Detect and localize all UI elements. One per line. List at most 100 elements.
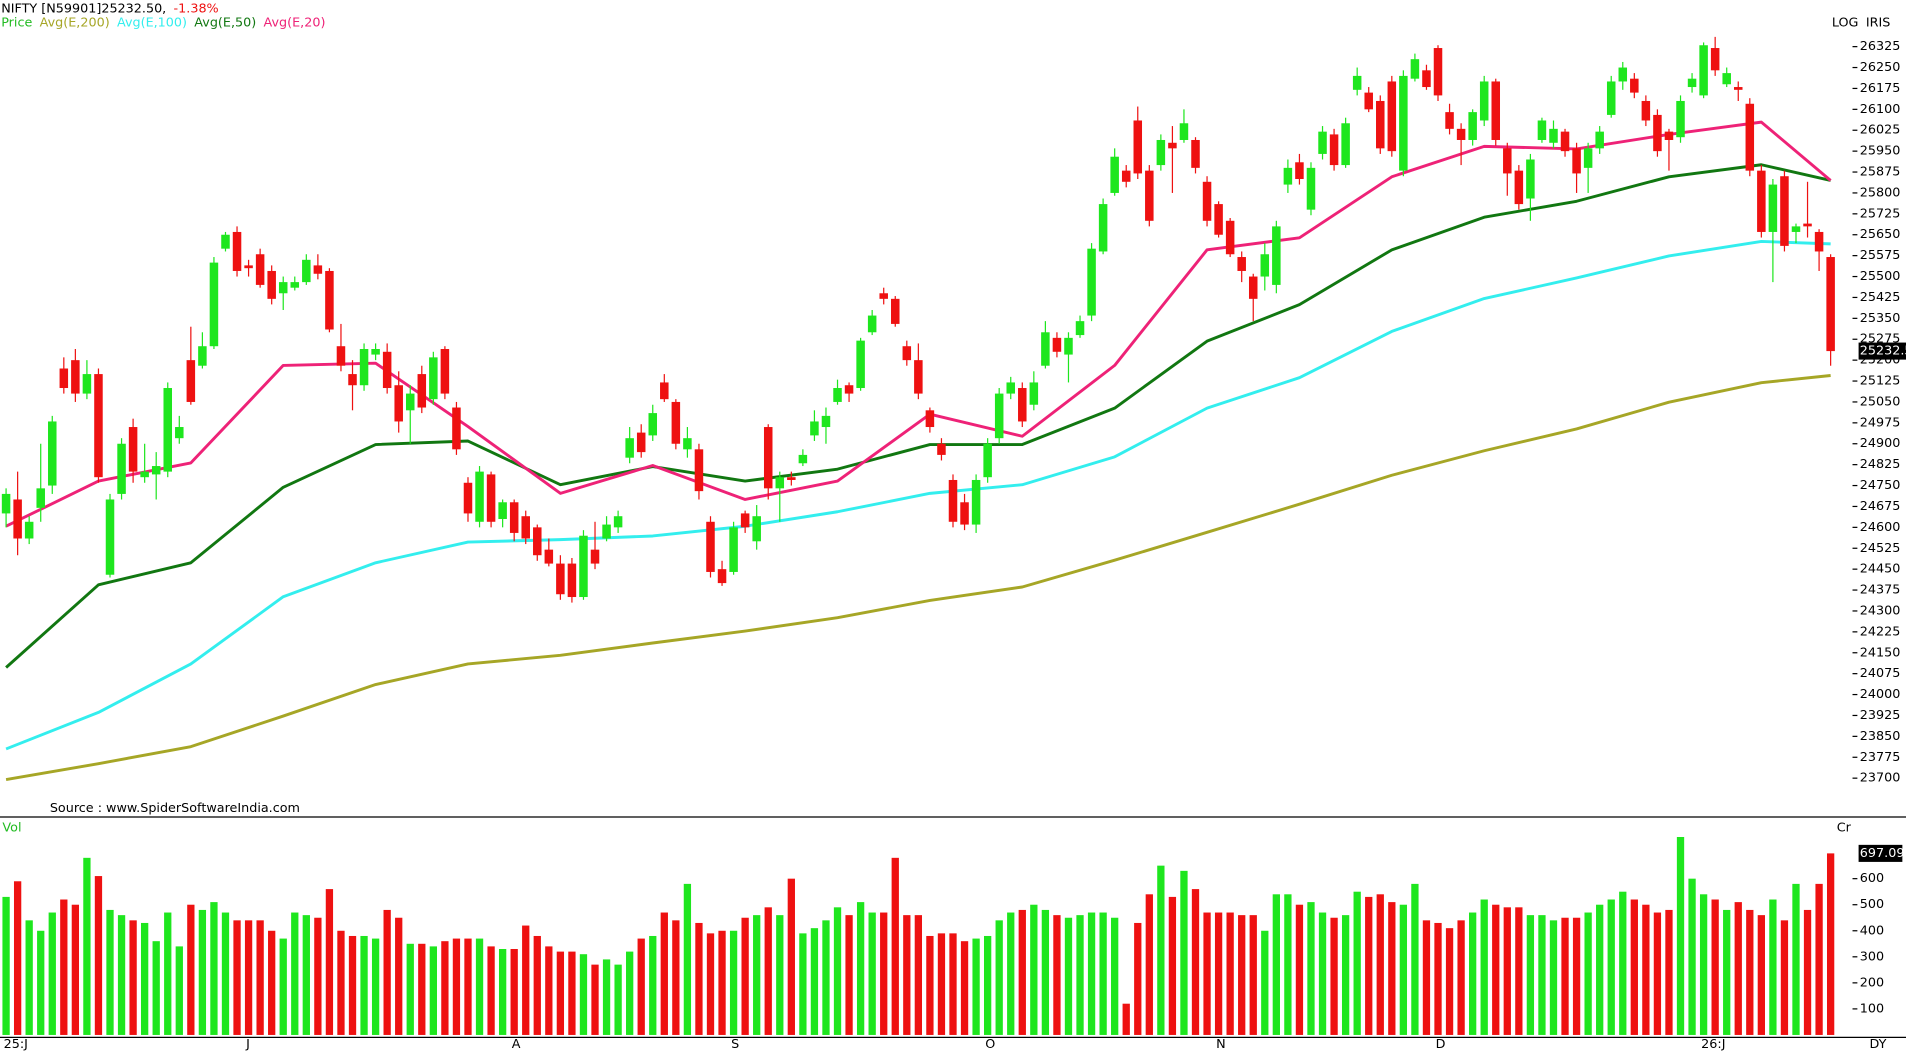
- y-tick-label: 23775: [1860, 750, 1901, 765]
- volume-bar: [1399, 904, 1408, 1035]
- moving-average-line: [5, 374, 1831, 781]
- volume-bar: [903, 915, 911, 1035]
- volume-bar: [1261, 930, 1269, 1035]
- volume-bar: [1665, 909, 1673, 1035]
- volume-bar: [1318, 912, 1327, 1035]
- candle-body: [1341, 123, 1350, 166]
- volume-bar: [1134, 922, 1142, 1035]
- candle-body: [1029, 382, 1039, 405]
- candle-body: [1699, 45, 1708, 96]
- volume-bar: [568, 951, 576, 1035]
- candle-body: [1064, 337, 1073, 355]
- candle-body: [1318, 131, 1327, 154]
- volume-bar: [221, 912, 230, 1035]
- candle-body: [960, 502, 969, 525]
- candle-body: [948, 479, 958, 522]
- volume-bar: [891, 857, 899, 1035]
- candle-body: [1549, 128, 1558, 143]
- volume-bar: [1619, 891, 1627, 1035]
- header-title: NIFTY [N59901]25232.50, -1.38%: [1, 1, 218, 16]
- candle-body: [71, 360, 80, 394]
- candle-body: [648, 413, 658, 436]
- candle-body: [1826, 257, 1835, 352]
- volume-bar: [268, 930, 276, 1035]
- candle-body: [752, 516, 761, 542]
- volume-bar: [637, 938, 645, 1035]
- volume-bar: [371, 938, 380, 1035]
- volume-bar: [314, 917, 322, 1035]
- volume-bar: [60, 899, 68, 1035]
- volume-bar: [244, 920, 253, 1035]
- candle-body: [787, 477, 796, 480]
- volume-bar: [83, 857, 91, 1035]
- volume-bar: [822, 920, 830, 1035]
- volume-bar: [1653, 912, 1662, 1035]
- candle-body: [105, 499, 115, 575]
- volume-bar: [406, 943, 414, 1035]
- candle-body: [1757, 170, 1766, 232]
- volume-bar: [522, 925, 530, 1035]
- volume-bar: [418, 943, 426, 1035]
- source: Source : www.SpiderSoftwareIndia.com: [50, 801, 300, 816]
- y-tick-label: 23850: [1860, 729, 1901, 744]
- candle-body: [509, 502, 519, 533]
- volume-bar: [1688, 878, 1696, 1035]
- volume-bar: [325, 889, 334, 1035]
- candle-body: [255, 254, 265, 285]
- volume-bar: [972, 938, 980, 1035]
- candle-body: [1306, 167, 1316, 210]
- volume-bar: [706, 933, 715, 1035]
- candle-body: [452, 407, 461, 450]
- candle-body: [1791, 226, 1801, 232]
- volume-bar: [256, 920, 264, 1035]
- candle-body: [1098, 204, 1108, 252]
- volume-bar: [1630, 899, 1638, 1035]
- legend-entry: Avg(E,100): [117, 16, 187, 31]
- volume-bar: [1203, 912, 1211, 1035]
- candle-body: [475, 471, 484, 522]
- volume-bar: [602, 959, 611, 1035]
- volume-bar: [556, 951, 565, 1035]
- candle-body: [1422, 70, 1431, 88]
- volume-bar: [37, 930, 45, 1035]
- candle-body: [1283, 167, 1293, 185]
- volume-bar: [1711, 899, 1719, 1035]
- volume-bar: [741, 917, 749, 1035]
- candle-body: [1410, 59, 1420, 79]
- volume-bar: [1053, 915, 1061, 1035]
- volume-bar: [13, 881, 22, 1035]
- candle-body: [1468, 112, 1477, 140]
- candle-body: [1399, 75, 1408, 171]
- volume-bar: [695, 922, 703, 1035]
- y-tick-label: 24900: [1860, 436, 1901, 451]
- volume-bar: [279, 938, 287, 1035]
- candle-body: [1456, 128, 1466, 140]
- volume-bar: [1365, 896, 1373, 1035]
- candle-body: [1733, 87, 1743, 90]
- volume-label: Vol: [2, 820, 21, 835]
- candle-body: [163, 388, 173, 472]
- candle-body: [1214, 204, 1223, 235]
- change: -1.38%: [174, 1, 219, 16]
- volume-bar: [1480, 899, 1488, 1035]
- volume-bar: [660, 912, 668, 1035]
- candle-body: [1745, 103, 1755, 171]
- candle-body: [729, 527, 738, 572]
- candle-body: [186, 360, 196, 402]
- volume-bar: [1469, 912, 1477, 1035]
- y-tick-label: 24375: [1860, 583, 1901, 598]
- volume-bar: [1076, 915, 1084, 1035]
- y-tick-label: 23700: [1860, 771, 1901, 786]
- volume-bar: [337, 930, 345, 1035]
- candle-body: [1225, 220, 1235, 255]
- candle-body: [810, 421, 819, 436]
- candle-body: [82, 374, 92, 394]
- legend-entry: Avg(E,20): [264, 16, 326, 31]
- candle-body: [1006, 382, 1015, 394]
- volume-bar: [1503, 907, 1511, 1035]
- volume-bar: [291, 912, 299, 1035]
- volume-bar: [1422, 920, 1431, 1035]
- candle-body: [544, 549, 554, 564]
- volume-bar: [510, 948, 518, 1035]
